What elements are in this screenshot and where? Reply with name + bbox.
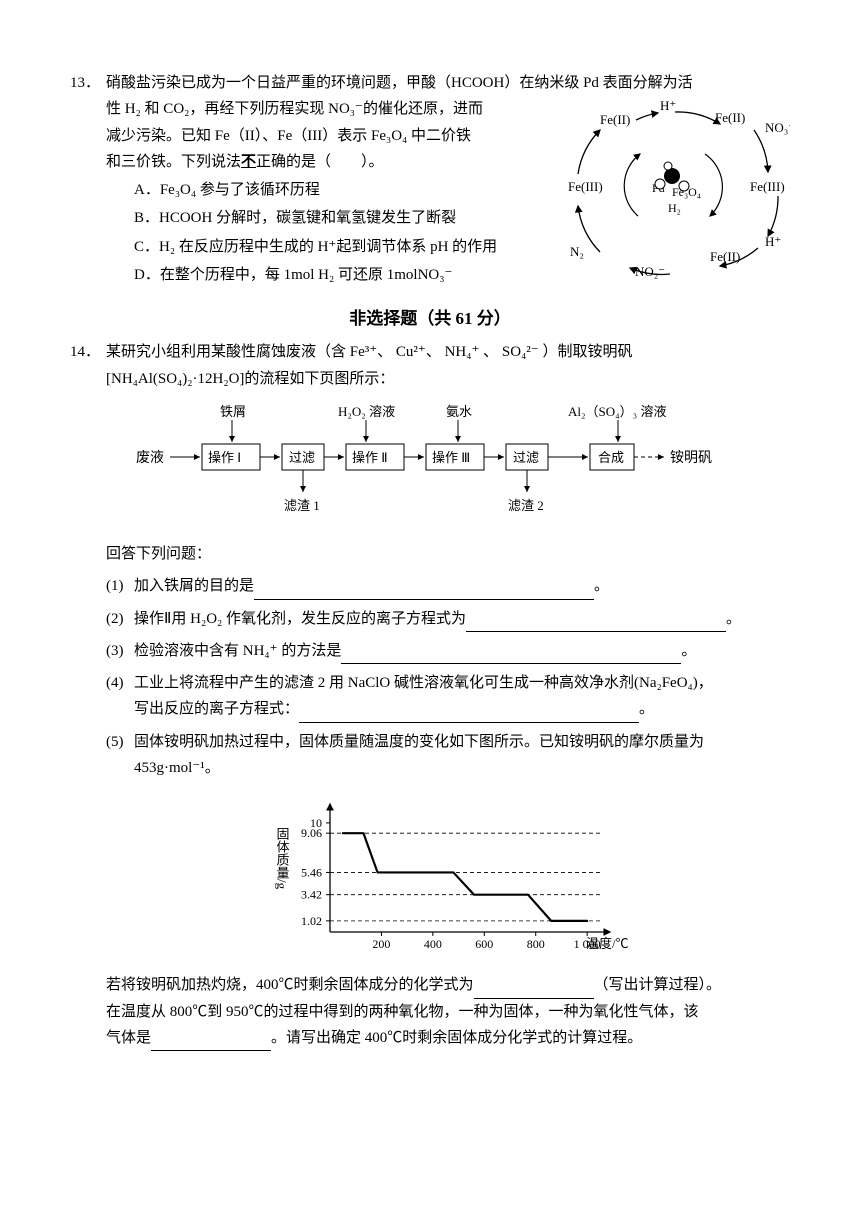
svg-text:固体质量/g: 固体质量/g <box>275 827 290 890</box>
tail-l3: 气体是。请写出确定 400℃时剩余固体成分化学式的计算过程。 <box>106 1025 790 1051</box>
subq-5: (5) 固体铵明矾加热过程中，固体质量随温度的变化如下图所示。已知铵明矾的摩尔质… <box>106 729 790 782</box>
tail-l1: 若将铵明矾加热灼烧，400℃时剩余固体成分的化学式为（写出计算过程）。 <box>106 972 790 998</box>
answer-intro: 回答下列问题： <box>106 541 790 567</box>
svg-text:H₂O₂ 溶液: H₂O₂ 溶液 <box>338 404 395 419</box>
svg-text:10: 10 <box>310 816 322 830</box>
svg-text:200: 200 <box>372 937 390 951</box>
svg-text:Fe₃O₄: Fe₃O₄ <box>672 185 701 199</box>
blank-5[interactable] <box>474 981 594 999</box>
q13-diagram: Pd Fe₃O₄ H₂ H⁺ Fe(II) NO₃⁻ Fe(III) H⁺ Fe… <box>560 96 790 295</box>
svg-text:合成: 合成 <box>598 450 624 465</box>
q14-stem-l1: 某研究小组利用某酸性腐蚀废液（含 Fe³⁺、 Cu²⁺、 NH₄⁺ 、 SO₄²… <box>106 339 790 365</box>
svg-text:滤渣 2: 滤渣 2 <box>508 498 544 513</box>
svg-text:600: 600 <box>475 937 493 951</box>
subq-3: (3) 检验溶液中含有 NH₄⁺ 的方法是。 <box>106 638 790 664</box>
svg-text:5.46: 5.46 <box>301 865 322 879</box>
svg-text:Fe(III): Fe(III) <box>750 179 785 194</box>
svg-text:Fe(II): Fe(II) <box>715 110 745 125</box>
q14-body: 某研究小组利用某酸性腐蚀废液（含 Fe³⁺、 Cu²⁺、 NH₄⁺ 、 SO₄²… <box>106 339 790 1051</box>
blank-1[interactable] <box>254 582 594 600</box>
svg-text:400: 400 <box>424 937 442 951</box>
section-title: 非选择题（共 61 分） <box>70 304 790 334</box>
q13-stem-l1: 硝酸盐污染已成为一个日益严重的环境问题，甲酸（HCOOH）在纳米级 Pd 表面分… <box>106 70 790 96</box>
flowchart: 铁屑 H₂O₂ 溶液 氨水 Al₂（SO₄）₃ 溶液 废液 操作 Ⅰ 过滤 <box>106 402 790 531</box>
subq-1: (1) 加入铁屑的目的是。 <box>106 573 790 599</box>
svg-text:1.02: 1.02 <box>301 914 322 928</box>
svg-text:Fe(III): Fe(III) <box>568 179 603 194</box>
svg-text:操作 Ⅰ: 操作 Ⅰ <box>208 450 241 465</box>
subq-2: (2) 操作Ⅱ用 H₂O₂ 作氧化剂，发生反应的离子方程式为。 <box>106 606 790 632</box>
svg-text:操作 Ⅱ: 操作 Ⅱ <box>352 450 388 465</box>
q14-stem-l2: [NH₄Al(SO₄)₂·12H₂O]的流程如下页图所示： <box>106 366 790 392</box>
blank-3[interactable] <box>341 646 681 664</box>
blank-2[interactable] <box>466 614 726 632</box>
blank-6[interactable] <box>151 1033 271 1051</box>
svg-text:滤渣 1: 滤渣 1 <box>284 498 320 513</box>
blank-4[interactable] <box>299 705 639 723</box>
reaction-cycle-diagram: Pd Fe₃O₄ H₂ H⁺ Fe(II) NO₃⁻ Fe(III) H⁺ Fe… <box>560 96 790 286</box>
svg-text:800: 800 <box>527 937 545 951</box>
mass-temp-chart: 1.023.425.469.06102004006008001 000固体质量/… <box>106 787 790 966</box>
q14-num: 14． <box>70 339 106 1051</box>
q13: 13． 硝酸盐污染已成为一个日益严重的环境问题，甲酸（HCOOH）在纳米级 Pd… <box>70 70 790 296</box>
svg-text:氨水: 氨水 <box>446 404 472 419</box>
svg-text:操作 Ⅲ: 操作 Ⅲ <box>432 450 470 465</box>
svg-text:NO₃⁻: NO₃⁻ <box>765 120 790 135</box>
svg-text:H₂: H₂ <box>668 201 681 215</box>
svg-text:废液: 废液 <box>136 450 164 466</box>
svg-text:H⁺: H⁺ <box>660 98 676 113</box>
q13-body: 硝酸盐污染已成为一个日益严重的环境问题，甲酸（HCOOH）在纳米级 Pd 表面分… <box>106 70 790 296</box>
svg-text:N₂: N₂ <box>570 244 584 259</box>
tail-l2: 在温度从 800℃到 950℃的过程中得到的两种氧化物，一种为固体，一种为氧化性… <box>106 999 790 1025</box>
svg-text:温度/℃: 温度/℃ <box>586 936 628 951</box>
svg-text:3.42: 3.42 <box>301 888 322 902</box>
svg-text:铁屑: 铁屑 <box>220 404 246 419</box>
svg-text:Al₂（SO₄）₃ 溶液: Al₂（SO₄）₃ 溶液 <box>568 404 666 419</box>
svg-text:Fe(II): Fe(II) <box>600 112 630 127</box>
svg-text:过滤: 过滤 <box>513 450 539 465</box>
svg-text:铵明矾: 铵明矾 <box>670 450 712 466</box>
subq-4: (4) 工业上将流程中产生的滤渣 2 用 NaClO 碱性溶液氧化可生成一种高效… <box>106 670 790 723</box>
q14: 14． 某研究小组利用某酸性腐蚀废液（含 Fe³⁺、 Cu²⁺、 NH₄⁺ 、 … <box>70 339 790 1051</box>
q13-num: 13． <box>70 70 106 296</box>
svg-text:H⁺: H⁺ <box>765 234 781 249</box>
svg-text:过滤: 过滤 <box>289 450 315 465</box>
